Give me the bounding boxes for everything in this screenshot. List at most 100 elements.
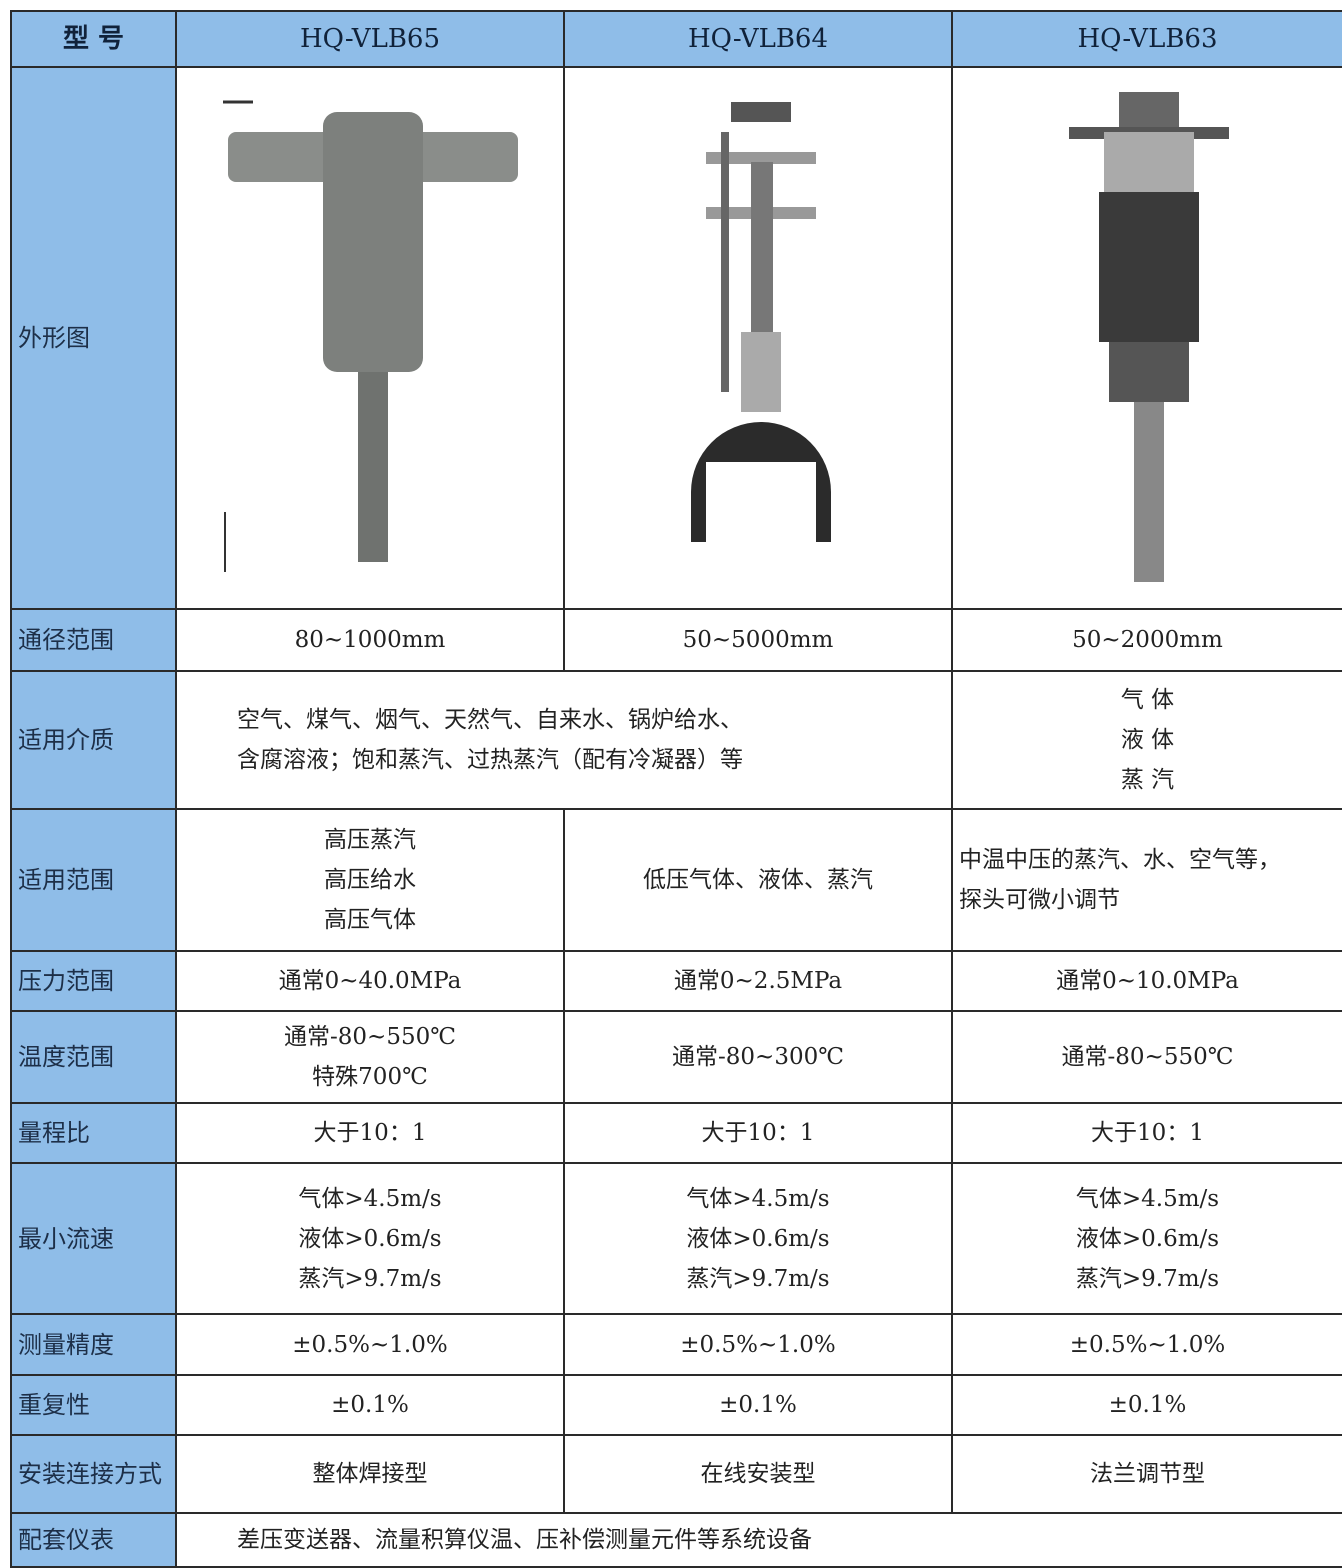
spec-cell: 80~1000mm bbox=[176, 609, 564, 671]
cell-line: 50~5000mm bbox=[571, 620, 945, 660]
cell-line: 法兰调节型 bbox=[959, 1454, 1336, 1494]
cell-line: 通常-80~300℃ bbox=[571, 1037, 945, 1077]
product-image bbox=[571, 72, 951, 592]
cell-line: 通常0~2.5MPa bbox=[571, 961, 945, 1001]
spec-cell: 在线安装型 bbox=[564, 1435, 952, 1513]
cell-line: 蒸汽>9.7m/s bbox=[183, 1259, 557, 1299]
cell-line: 液体>0.6m/s bbox=[571, 1219, 945, 1259]
model-name: HQ-VLB63 bbox=[952, 11, 1342, 67]
spec-cell: 差压变送器、流量积算仪温、压补偿测量元件等系统设备 bbox=[176, 1513, 1342, 1567]
cell-line: ±0.5%~1.0% bbox=[183, 1325, 557, 1365]
cell-line: 探头可微小调节 bbox=[959, 880, 1336, 920]
product-image bbox=[959, 72, 1339, 592]
cell-line: 高压蒸汽 bbox=[183, 820, 557, 860]
row-label: 温度范围 bbox=[11, 1011, 176, 1103]
cell-line: 气体>4.5m/s bbox=[183, 1179, 557, 1219]
spec-cell: 50~5000mm bbox=[564, 609, 952, 671]
row-label: 通径范围 bbox=[11, 609, 176, 671]
cell-line: 通常0~10.0MPa bbox=[959, 961, 1336, 1001]
row-label: 量程比 bbox=[11, 1103, 176, 1163]
spec-row: 适用介质空气、煤气、烟气、天然气、自来水、锅炉给水、含腐溶液；饱和蒸汽、过热蒸汽… bbox=[11, 671, 1342, 809]
spec-cell: 通常0~2.5MPa bbox=[564, 951, 952, 1011]
cell-line: 蒸汽>9.7m/s bbox=[959, 1259, 1336, 1299]
cell-line: 气体>4.5m/s bbox=[959, 1179, 1336, 1219]
spec-row: 测量精度±0.5%~1.0%±0.5%~1.0%±0.5%~1.0% bbox=[11, 1314, 1342, 1375]
cell-line: 高压给水 bbox=[183, 860, 557, 900]
spec-cell: 大于10：1 bbox=[176, 1103, 564, 1163]
page: 型 号HQ-VLB65HQ-VLB64HQ-VLB63外形图通径范围80~100… bbox=[0, 0, 1342, 1566]
spec-cell: 大于10：1 bbox=[952, 1103, 1342, 1163]
spec-cell: 通常0~10.0MPa bbox=[952, 951, 1342, 1011]
row-label: 测量精度 bbox=[11, 1314, 176, 1375]
cell-line: 80~1000mm bbox=[183, 620, 557, 660]
cell-line: 蒸汽>9.7m/s bbox=[571, 1259, 945, 1299]
cell-line: 50~2000mm bbox=[959, 620, 1336, 660]
product-image-cell bbox=[564, 67, 952, 609]
row-label: 适用介质 bbox=[11, 671, 176, 809]
spec-cell: 整体焊接型 bbox=[176, 1435, 564, 1513]
row-label: 重复性 bbox=[11, 1375, 176, 1435]
spec-cell: 50~2000mm bbox=[952, 609, 1342, 671]
spec-cell: ±0.1% bbox=[564, 1375, 952, 1435]
cell-line: ±0.5%~1.0% bbox=[571, 1325, 945, 1365]
header-label: 型 号 bbox=[11, 11, 176, 67]
image-row: 外形图 bbox=[11, 67, 1342, 609]
product-image-cell bbox=[952, 67, 1342, 609]
model-name: HQ-VLB64 bbox=[564, 11, 952, 67]
cell-line: 整体焊接型 bbox=[183, 1454, 557, 1494]
spec-cell: 高压蒸汽高压给水高压气体 bbox=[176, 809, 564, 951]
product-image bbox=[183, 72, 563, 592]
cell-line: 特殊700℃ bbox=[183, 1057, 557, 1097]
cell-line: 大于10：1 bbox=[959, 1113, 1336, 1153]
spec-cell: 气 体液 体蒸 汽 bbox=[952, 671, 1342, 809]
spec-cell: 大于10：1 bbox=[564, 1103, 952, 1163]
cell-line: ±0.1% bbox=[959, 1385, 1336, 1425]
row-label: 压力范围 bbox=[11, 951, 176, 1011]
spec-row: 压力范围通常0~40.0MPa 通常0~2.5MPa 通常0~10.0MPa bbox=[11, 951, 1342, 1011]
row-label: 配套仪表 bbox=[11, 1513, 176, 1567]
row-label: 适用范围 bbox=[11, 809, 176, 951]
cell-line: 液 体 bbox=[959, 720, 1336, 760]
row-label: 最小流速 bbox=[11, 1163, 176, 1314]
spec-cell: ±0.5%~1.0% bbox=[564, 1314, 952, 1375]
spec-cell: ±0.5%~1.0% bbox=[176, 1314, 564, 1375]
spec-cell: 空气、煤气、烟气、天然气、自来水、锅炉给水、含腐溶液；饱和蒸汽、过热蒸汽（配有冷… bbox=[176, 671, 952, 809]
spec-row: 配套仪表 差压变送器、流量积算仪温、压补偿测量元件等系统设备 bbox=[11, 1513, 1342, 1567]
cell-line: 通常0~40.0MPa bbox=[183, 961, 557, 1001]
cell-line: 低压气体、液体、蒸汽 bbox=[571, 860, 945, 900]
cell-line: 气 体 bbox=[959, 680, 1336, 720]
spec-cell: 中温中压的蒸汽、水、空气等，探头可微小调节 bbox=[952, 809, 1342, 951]
cell-line: 含腐溶液；饱和蒸汽、过热蒸汽（配有冷凝器）等 bbox=[237, 740, 945, 780]
cell-line: ±0.5%~1.0% bbox=[959, 1325, 1336, 1365]
cell-line: 通常-80~550℃ bbox=[959, 1037, 1336, 1077]
cell-line: 空气、煤气、烟气、天然气、自来水、锅炉给水、 bbox=[237, 700, 945, 740]
cell-line: 差压变送器、流量积算仪温、压补偿测量元件等系统设备 bbox=[237, 1520, 1336, 1560]
spec-cell: ±0.5%~1.0% bbox=[952, 1314, 1342, 1375]
product-image-cell bbox=[176, 67, 564, 609]
spec-row: 适用范围高压蒸汽高压给水高压气体低压气体、液体、蒸汽中温中压的蒸汽、水、空气等，… bbox=[11, 809, 1342, 951]
cell-line: 在线安装型 bbox=[571, 1454, 945, 1494]
cell-line: 中温中压的蒸汽、水、空气等， bbox=[959, 840, 1336, 880]
spec-cell: 低压气体、液体、蒸汽 bbox=[564, 809, 952, 951]
spec-row: 安装连接方式整体焊接型在线安装型法兰调节型 bbox=[11, 1435, 1342, 1513]
cell-line: 高压气体 bbox=[183, 900, 557, 940]
cell-line: 蒸 汽 bbox=[959, 760, 1336, 800]
cell-line: 通常-80~550℃ bbox=[183, 1017, 557, 1057]
row-label: 外形图 bbox=[11, 67, 176, 609]
spec-cell: ±0.1% bbox=[176, 1375, 564, 1435]
cell-line: 液体>0.6m/s bbox=[959, 1219, 1336, 1259]
cell-line: 大于10：1 bbox=[183, 1113, 557, 1153]
cell-line: 气体>4.5m/s bbox=[571, 1179, 945, 1219]
spec-row: 重复性±0.1%±0.1%±0.1% bbox=[11, 1375, 1342, 1435]
spec-cell: 通常-80~550℃ bbox=[952, 1011, 1342, 1103]
cell-line: 液体>0.6m/s bbox=[183, 1219, 557, 1259]
